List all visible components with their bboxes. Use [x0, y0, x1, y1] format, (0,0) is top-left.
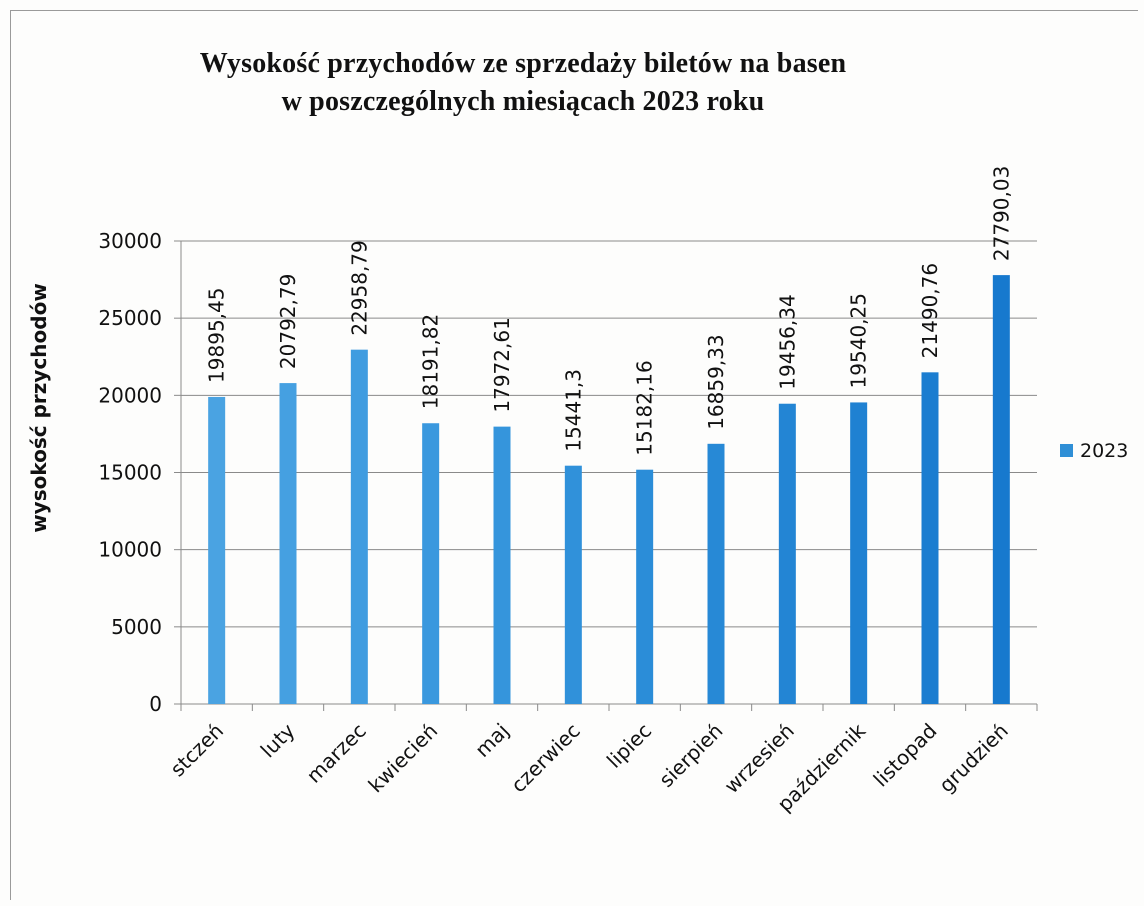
category-label-12: grudzień: [934, 719, 1013, 798]
category-label-7: lipiec: [602, 719, 656, 773]
y-tick-label: 20000: [98, 383, 162, 407]
data-label-7: 15182,16: [633, 360, 657, 455]
axes: [174, 240, 1038, 711]
data-label-2: 20792,79: [276, 274, 300, 369]
legend-swatch: [1060, 444, 1073, 457]
legend: 2023: [1060, 440, 1128, 462]
data-label-5: 17972,61: [490, 317, 514, 412]
y-tick-labels: 0 5000 10000 15000 20000 25000 30000: [98, 229, 162, 716]
bars: [208, 275, 1010, 704]
category-label-8: sierpień: [654, 719, 727, 792]
chart-title-line-2: w poszczególnych miesiącach 2023 roku: [281, 86, 765, 117]
category-label-3: marzec: [302, 719, 371, 788]
data-label-12: 27790,03: [989, 166, 1013, 261]
bar-4: [422, 423, 440, 704]
chart-title-line-1: Wysokość przychodów ze sprzedaży biletów…: [199, 48, 847, 79]
category-label-2: luty: [256, 718, 300, 762]
data-label-8: 16859,33: [704, 334, 728, 429]
bar-6: [564, 465, 582, 704]
bar-9: [778, 403, 796, 704]
bar-2: [279, 383, 297, 704]
category-label-5: maj: [470, 719, 513, 762]
y-tick-label: 10000: [98, 538, 162, 562]
data-label-4: 18191,82: [419, 314, 443, 409]
bar-12: [992, 275, 1010, 704]
category-label-4: kwiecień: [363, 719, 442, 798]
data-label-9: 19456,34: [775, 294, 799, 389]
bar-1: [208, 396, 226, 704]
data-label-3: 22958,79: [347, 240, 371, 335]
y-tick-label: 5000: [111, 615, 162, 639]
category-label-6: czerwiec: [506, 719, 585, 798]
gridlines: [181, 240, 1037, 628]
bar-10: [850, 402, 868, 704]
y-tick-label: 30000: [98, 229, 162, 253]
bar-8: [707, 443, 725, 704]
y-tick-label: 25000: [98, 306, 162, 330]
data-labels: 19895,45 20792,79 22958,79 18191,82 17972,61…: [205, 166, 1014, 456]
bar-5: [493, 426, 511, 704]
data-label-10: 19540,25: [847, 293, 871, 388]
chart-frame: [10, 10, 1138, 900]
bar-7: [636, 469, 654, 704]
bar-11: [921, 372, 939, 704]
data-label-1: 19895,45: [205, 288, 229, 383]
bar-3: [350, 349, 368, 704]
category-label-1: stczeń: [165, 719, 228, 782]
data-label-6: 15441,3: [561, 369, 585, 452]
data-label-11: 21490,76: [918, 263, 942, 358]
legend-label: 2023: [1080, 440, 1128, 462]
category-label-11: listopad: [869, 719, 942, 792]
y-tick-label: 15000: [98, 461, 162, 485]
y-tick-label: 0: [149, 692, 162, 716]
y-axis-label: wysokość przychodów: [27, 283, 51, 533]
